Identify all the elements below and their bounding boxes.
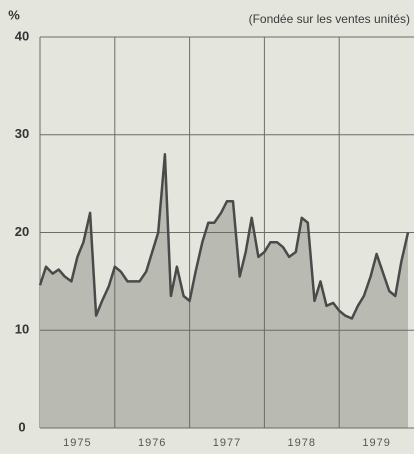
y-tick-label: 40 bbox=[15, 28, 29, 43]
y-tick-label: 10 bbox=[15, 322, 29, 337]
y-tick-label: 20 bbox=[15, 224, 29, 239]
x-tick-label: 1975 bbox=[63, 437, 91, 449]
x-tick-label: 1977 bbox=[213, 437, 241, 449]
area bbox=[40, 154, 408, 429]
x-tick-label: 1976 bbox=[138, 437, 166, 449]
x-tick-label: 1978 bbox=[288, 437, 316, 449]
y-tick-label: 30 bbox=[15, 126, 29, 141]
y-axis-label: % bbox=[8, 7, 20, 22]
y-tick-label: 0 bbox=[18, 419, 25, 434]
line bbox=[38, 153, 410, 320]
chart-subtitle: (Fondée sur les ventes unités) bbox=[249, 12, 410, 26]
x-tick-label: 1979 bbox=[362, 437, 390, 449]
